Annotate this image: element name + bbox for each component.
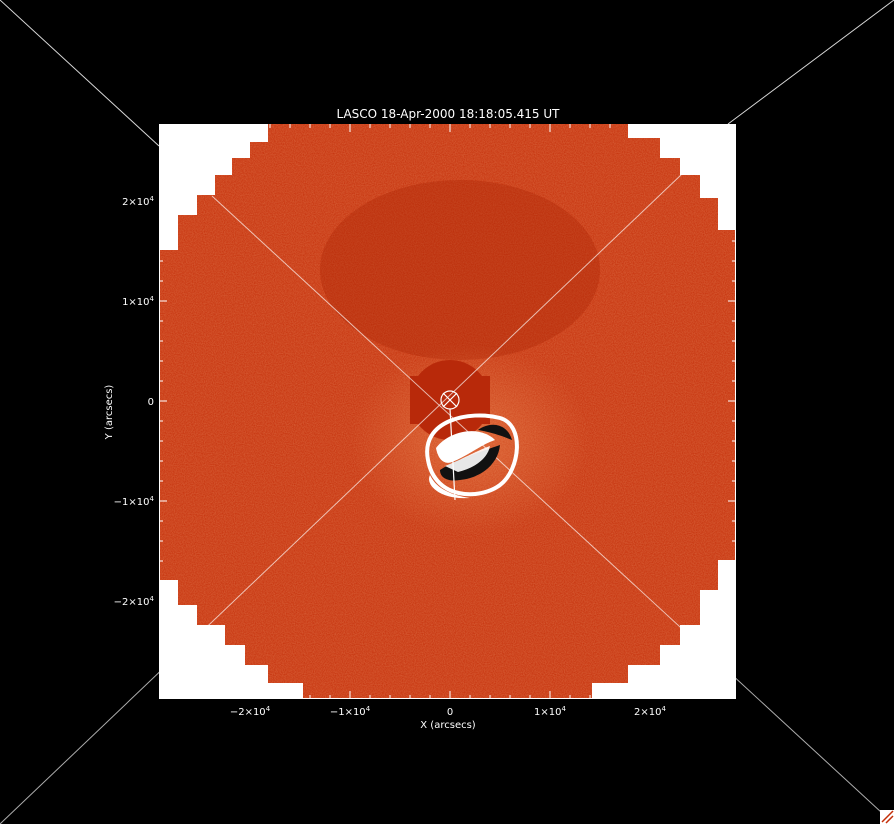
x-tick-label: −2×104 (230, 705, 271, 718)
plot-title: LASCO 18-Apr-2000 18:18:05.415 UT (337, 107, 561, 121)
x-axis-label: X (arcsecs) (420, 720, 476, 731)
y-tick-labels: 2×104 1×104 0 −1×104 −2×104 (114, 195, 155, 608)
x-tick-labels: −2×104 −1×104 0 1×104 2×104 (230, 705, 667, 718)
y-tick-label: −1×104 (114, 495, 155, 508)
y-tick-label: 1×104 (122, 295, 154, 308)
x-tick-label: 0 (447, 707, 453, 718)
y-tick-label: 0 (148, 397, 154, 408)
corner-logo (880, 810, 894, 824)
sun-marker (440, 390, 460, 501)
x-tick-label: 2×104 (634, 705, 666, 718)
x-tick-label: −1×104 (330, 705, 371, 718)
y-tick-label: 2×104 (122, 195, 154, 208)
tick-marks (159, 124, 736, 699)
y-tick-label: −2×104 (114, 595, 155, 608)
x-tick-label: 1×104 (534, 705, 566, 718)
y-axis-label: Y (arcsecs) (104, 385, 115, 441)
cme-structure (425, 413, 519, 499)
